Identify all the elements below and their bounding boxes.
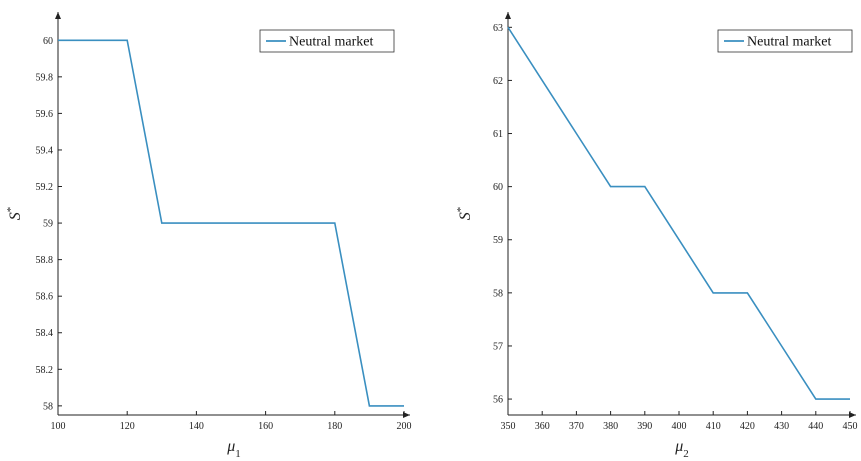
- y-tick-label: 59: [43, 219, 53, 230]
- data-point: [57, 39, 59, 41]
- x-tick-label: 350: [501, 421, 516, 432]
- y-axis-title: S*: [5, 207, 24, 221]
- x-tick-label: 120: [120, 421, 135, 432]
- x-tick-label: 100: [51, 421, 66, 432]
- data-point: [196, 222, 198, 224]
- x-tick-label: 380: [603, 421, 618, 432]
- data-point: [815, 398, 817, 400]
- y-tick-label: 58: [43, 401, 53, 412]
- y-tick-label: 60: [493, 182, 503, 193]
- x-tick-label: 370: [569, 421, 584, 432]
- y-tick-label: 63: [493, 23, 503, 34]
- data-point: [712, 292, 714, 294]
- series-line: [58, 39, 404, 407]
- data-point: [781, 345, 783, 347]
- data-point: [610, 186, 612, 188]
- data-point: [334, 222, 336, 224]
- y-tick-label: 58: [493, 288, 503, 299]
- y-tick-label: 59.8: [36, 72, 54, 83]
- legend-box: [259, 29, 395, 53]
- x-axis-arrow: [849, 412, 856, 418]
- x-tick-label: 200: [397, 421, 412, 432]
- x-tick-label: 410: [706, 421, 721, 432]
- x-tick-label: 140: [189, 421, 204, 432]
- chart-left: 100 120 140 160 180 200 58 58.2 58.4 58.6 58.8 59 59…: [5, 12, 412, 460]
- y-tick-label: 58.6: [36, 292, 54, 303]
- x-tick-label: 430: [774, 421, 789, 432]
- x-tick-label: 180: [327, 421, 342, 432]
- data-point: [299, 222, 301, 224]
- x-axis-arrow: [403, 412, 410, 418]
- y-tick-label: 61: [493, 129, 503, 140]
- data-point: [403, 405, 405, 407]
- data-point: [265, 222, 267, 224]
- data-point: [369, 405, 371, 407]
- data-point: [849, 398, 851, 400]
- y-tick-label: 58.8: [36, 255, 54, 266]
- x-axis-title: μ1: [226, 438, 241, 460]
- legend-label: Neutral market: [289, 35, 373, 50]
- x-tick-label: 400: [672, 421, 687, 432]
- data-point: [644, 186, 646, 188]
- x-tick-label: 420: [740, 421, 755, 432]
- y-axis-arrow: [55, 12, 61, 19]
- data-point: [678, 239, 680, 241]
- data-point: [576, 133, 578, 135]
- legend-box: [717, 29, 853, 53]
- y-tick-label: 59.4: [36, 145, 54, 156]
- series-line: [507, 26, 850, 400]
- y-tick-label: 58.4: [36, 328, 54, 339]
- y-tick-label: 59.2: [36, 182, 54, 193]
- y-tick-label: 58.2: [36, 365, 54, 376]
- data-point: [747, 292, 749, 294]
- data-point: [230, 222, 232, 224]
- x-tick-label: 390: [637, 421, 652, 432]
- y-tick-label: 56: [493, 395, 503, 406]
- x-tick-label: 160: [258, 421, 273, 432]
- y-axis-arrow: [505, 12, 511, 19]
- y-axis-title: S*: [455, 207, 474, 221]
- y-tick-label: 57: [493, 341, 503, 352]
- y-tick-label: 62: [493, 76, 503, 87]
- data-point: [507, 27, 509, 29]
- x-tick-label: 440: [808, 421, 823, 432]
- y-tick-label: 59: [493, 235, 503, 246]
- chart-right: 350 360 370 380 390 400 410 420 430 440 450 56 57 58 5…: [455, 12, 858, 460]
- y-tick-label: 59.6: [36, 109, 54, 120]
- data-point: [126, 39, 128, 41]
- x-tick-label: 360: [535, 421, 550, 432]
- y-tick-label: 60: [43, 36, 53, 47]
- legend-label: Neutral market: [747, 35, 831, 50]
- x-axis-title: μ2: [674, 438, 689, 460]
- data-point: [161, 222, 163, 224]
- x-tick-label: 450: [843, 421, 858, 432]
- data-point: [541, 80, 543, 82]
